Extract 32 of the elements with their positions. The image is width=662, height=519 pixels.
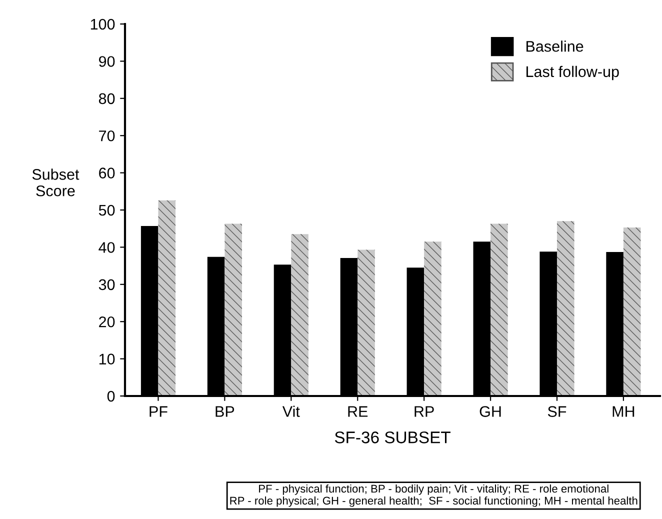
y-tick-label: 0: [107, 390, 115, 402]
bar: [556, 221, 574, 396]
x-tick-label: Vit: [282, 406, 300, 417]
x-tick-label: BP: [216, 406, 234, 417]
bar: [490, 224, 508, 396]
x-axis-title: SF-36 SUBSET: [334, 432, 450, 444]
bar: [424, 242, 442, 396]
bar: [158, 200, 176, 396]
x-tick-label: RE: [348, 406, 368, 417]
bar: [224, 224, 242, 396]
bar: [358, 250, 375, 396]
y-axis-title: Subset Score: [32, 168, 80, 196]
y-tick-label: 60: [99, 168, 115, 178]
text: PF - physical function; BP - bodily pain; Vit - vitality; RE - role emotional RP - role physical; GH - general health; SF - social functioning; MH - mental health: [230, 484, 638, 507]
y-tick-label: 80: [98, 93, 115, 104]
bar: [623, 227, 641, 396]
x-tick-label: SF: [548, 406, 566, 417]
x-tick-label: PF: [150, 406, 168, 417]
y-tick-label: 50: [98, 204, 115, 216]
legend-label: Baseline: [526, 40, 584, 52]
x-tick-label: RP: [414, 406, 434, 417]
y-tick-label: 70: [99, 130, 115, 142]
y-tick-label: 10: [99, 354, 115, 364]
x-tick-label: MH: [612, 406, 634, 417]
legend-label: Last follow-up: [526, 66, 619, 80]
y-tick-label: 40: [98, 242, 115, 253]
y-tick-label: 90: [99, 56, 115, 67]
y-tick-label: 30: [98, 279, 115, 290]
x-tick-label: GH: [480, 406, 501, 417]
y-tick-label: 100: [90, 18, 115, 30]
y-tick-label: 20: [99, 316, 115, 328]
bar: [291, 234, 308, 396]
